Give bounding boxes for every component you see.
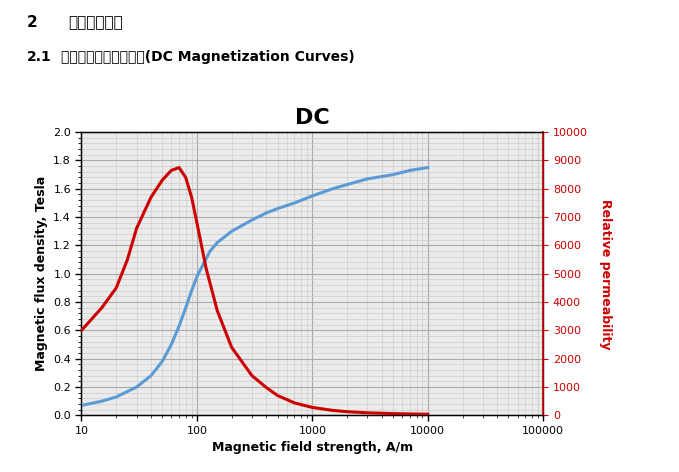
Y-axis label: Magnetic flux density, Tesla: Magnetic flux density, Tesla bbox=[35, 176, 48, 371]
Text: 2: 2 bbox=[27, 15, 38, 30]
X-axis label: Magnetic field strength, A/m: Magnetic field strength, A/m bbox=[212, 441, 413, 455]
Y-axis label: Relative permeability: Relative permeability bbox=[599, 199, 612, 349]
Text: 電磁特性曲線: 電磁特性曲線 bbox=[68, 15, 123, 30]
Text: 2.1: 2.1 bbox=[27, 50, 52, 64]
Title: DC: DC bbox=[295, 108, 330, 128]
Text: 直流磁化及導磁率曲線(DC Magnetization Curves): 直流磁化及導磁率曲線(DC Magnetization Curves) bbox=[61, 50, 355, 64]
